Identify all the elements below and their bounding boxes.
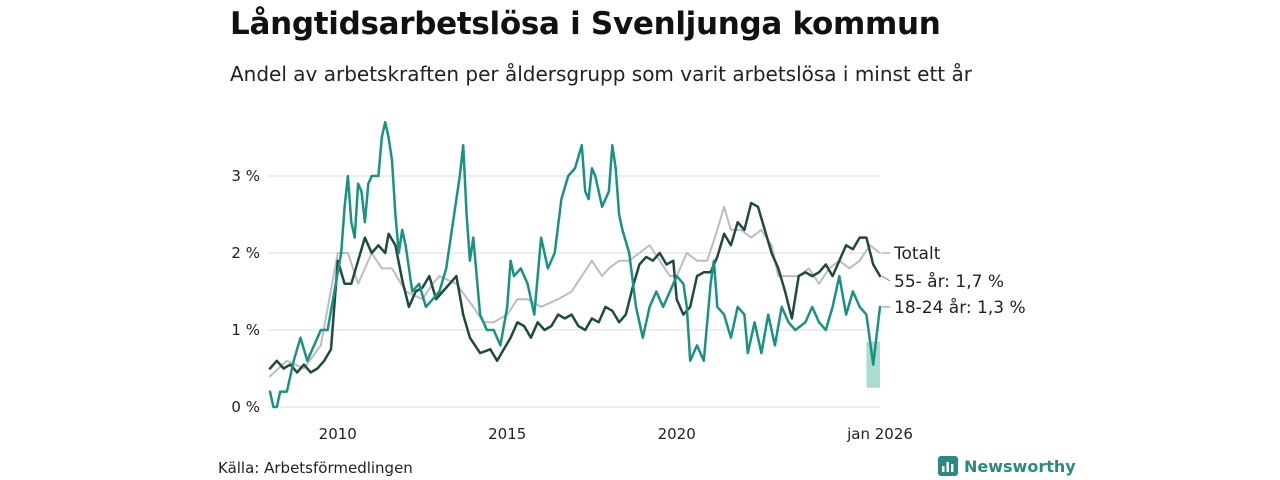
- series-lines: [268, 120, 882, 409]
- gridlines: [268, 175, 880, 408]
- y-tick-label: 1 %: [231, 321, 260, 339]
- y-tick-label: 3 %: [231, 167, 260, 185]
- y-tick-label: 2 %: [231, 244, 260, 262]
- series-end-label: 55- år: 1,7 %: [894, 271, 1004, 292]
- x-tick-label: 2020: [658, 425, 696, 443]
- x-tick-label: jan 2026: [846, 425, 913, 443]
- newsworthy-logo-icon: [938, 456, 958, 476]
- brand-name: Newsworthy: [964, 456, 1076, 476]
- y-tick-label: 0 %: [231, 398, 260, 416]
- x-axis-ticks: 2010 2015 2020 jan 2026: [319, 425, 913, 443]
- series-line-2: [268, 120, 882, 409]
- series-line-1: [268, 201, 882, 374]
- source-note: Källa: Arbetsförmedlingen: [218, 459, 413, 477]
- y-axis-ticks: 0 % 1 % 2 % 3 %: [231, 167, 260, 416]
- series-end-label: Totalt: [893, 244, 941, 264]
- series-end-label: 18-24 år: 1,3 %: [894, 297, 1026, 318]
- label-connector: [881, 275, 891, 282]
- x-tick-label: 2010: [319, 425, 357, 443]
- series-line-0: [269, 205, 881, 378]
- brand-logo: Newsworthy: [938, 456, 1076, 476]
- x-tick-label: 2015: [488, 425, 526, 443]
- series-end-labels: Totalt 55- år: 1,7 % 18-24 år: 1,3 %: [881, 244, 1026, 318]
- chart-subtitle: Andel av arbetskraften per åldersgrupp s…: [230, 62, 972, 86]
- chart-title: Långtidsarbetslösa i Svenljunga kommun: [230, 6, 941, 42]
